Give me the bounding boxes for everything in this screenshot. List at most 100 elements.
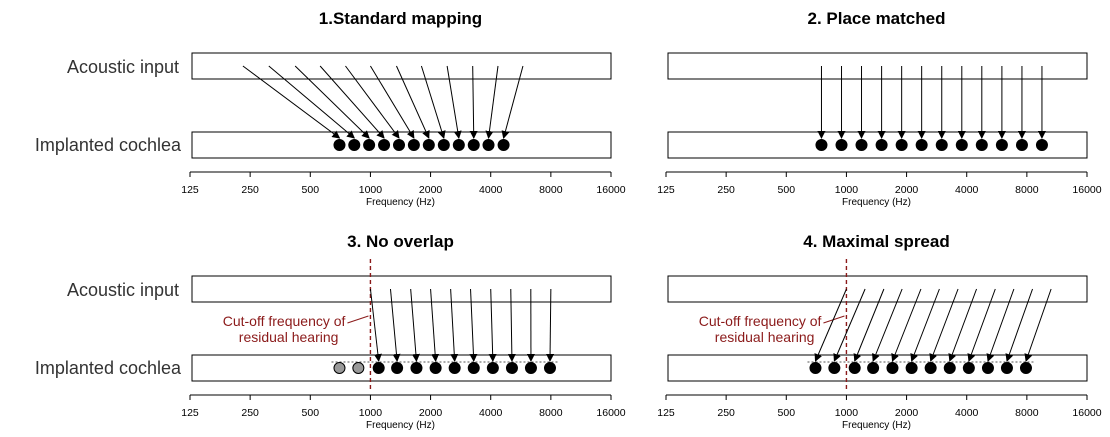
axis-tick-label: 8000	[1015, 407, 1039, 419]
axis-tick-label: 4000	[955, 407, 979, 419]
cutoff-label-pointer	[347, 316, 368, 323]
axis-tick-label: 16000	[1072, 184, 1101, 196]
cutoff-label-line1: Cut-off frequency of	[223, 313, 346, 329]
electrode	[868, 363, 879, 374]
electrode	[925, 363, 936, 374]
axis-tick-label: 500	[302, 407, 320, 419]
panel-title: 3. No overlap	[347, 232, 454, 251]
electrode	[453, 140, 464, 151]
electrode	[411, 363, 422, 374]
row-label-implanted-cochlea: Implanted cochlea	[35, 358, 182, 378]
acoustic-input-box	[668, 276, 1087, 302]
axis-tick-label: 16000	[596, 407, 625, 419]
electrode	[423, 140, 434, 151]
electrode	[392, 363, 403, 374]
electrode	[906, 363, 917, 374]
axis-tick-label: 500	[778, 407, 796, 419]
electrode	[468, 140, 479, 151]
panel-1: 1.Standard mapping Acoustic input Implante…	[35, 9, 626, 208]
electrode	[468, 363, 479, 374]
electrode	[896, 140, 907, 151]
electrode	[373, 363, 384, 374]
row-label-acoustic-input: Acoustic input	[67, 280, 179, 300]
electrode	[487, 363, 498, 374]
electrode	[544, 363, 555, 374]
x-axis-label: Frequency (Hz)	[366, 420, 435, 431]
axis-tick-label: 125	[181, 407, 199, 419]
axis-tick-label: 250	[241, 407, 259, 419]
x-axis-label: Frequency (Hz)	[366, 197, 435, 208]
electrode	[849, 363, 860, 374]
acoustic-input-box	[192, 276, 611, 302]
electrode	[379, 140, 390, 151]
electrode	[916, 140, 927, 151]
electrode	[887, 363, 898, 374]
x-axis-label: Frequency (Hz)	[842, 420, 911, 431]
axis-tick-label: 125	[657, 184, 675, 196]
axis-tick-label: 16000	[1072, 407, 1101, 419]
axis-tick-label: 4000	[479, 184, 503, 196]
axis-tick-label: 1000	[835, 184, 859, 196]
row-label-acoustic-input: Acoustic input	[67, 57, 179, 77]
cutoff-label-line1: Cut-off frequency of	[699, 313, 822, 329]
electrode-inactive	[334, 363, 345, 374]
electrode	[856, 140, 867, 151]
axis-tick-label: 4000	[955, 184, 979, 196]
electrode	[525, 363, 536, 374]
axis-tick-label: 2000	[895, 407, 919, 419]
electrode	[349, 140, 360, 151]
acoustic-input-box	[668, 53, 1087, 79]
row-label-implanted-cochlea: Implanted cochlea	[35, 135, 182, 155]
electrode	[1001, 363, 1012, 374]
axis-tick-label: 8000	[539, 407, 563, 419]
panel-title: 2. Place matched	[808, 9, 946, 28]
electrode	[944, 363, 955, 374]
electrode	[996, 140, 1007, 151]
electrode	[816, 140, 827, 151]
electrode	[976, 140, 987, 151]
axis-tick-label: 2000	[419, 184, 443, 196]
electrode	[408, 140, 419, 151]
axis-tick-label: 8000	[539, 184, 563, 196]
axis-tick-label: 4000	[479, 407, 503, 419]
axis-tick-label: 125	[657, 407, 675, 419]
axis-tick-label: 250	[241, 184, 259, 196]
axis-tick-label: 8000	[1015, 184, 1039, 196]
panel-title: 4. Maximal spread	[803, 232, 949, 251]
electrode	[1016, 140, 1027, 151]
electrode	[449, 363, 460, 374]
electrode	[982, 363, 993, 374]
electrode	[876, 140, 887, 151]
electrode	[836, 140, 847, 151]
electrode	[963, 363, 974, 374]
electrode	[936, 140, 947, 151]
electrode	[956, 140, 967, 151]
axis-tick-label: 250	[717, 407, 735, 419]
cutoff-label-line2: residual hearing	[239, 329, 339, 345]
electrode	[394, 140, 405, 151]
electrode	[506, 363, 517, 374]
electrode	[1036, 140, 1047, 151]
x-axis-label: Frequency (Hz)	[842, 197, 911, 208]
electrode	[810, 363, 821, 374]
electrode	[829, 363, 840, 374]
axis-tick-label: 250	[717, 184, 735, 196]
electrode	[1020, 363, 1031, 374]
panel-title: 1.Standard mapping	[319, 9, 482, 28]
axis-tick-label: 500	[302, 184, 320, 196]
electrode	[430, 363, 441, 374]
axis-tick-label: 2000	[419, 407, 443, 419]
axis-tick-label: 125	[181, 184, 199, 196]
electrode	[364, 140, 375, 151]
electrode	[438, 140, 449, 151]
axis-tick-label: 1000	[835, 407, 859, 419]
electrode	[483, 140, 494, 151]
electrode	[498, 140, 509, 151]
electrode-inactive	[353, 363, 364, 374]
axis-tick-label: 500	[778, 184, 796, 196]
axis-tick-label: 1000	[359, 184, 383, 196]
